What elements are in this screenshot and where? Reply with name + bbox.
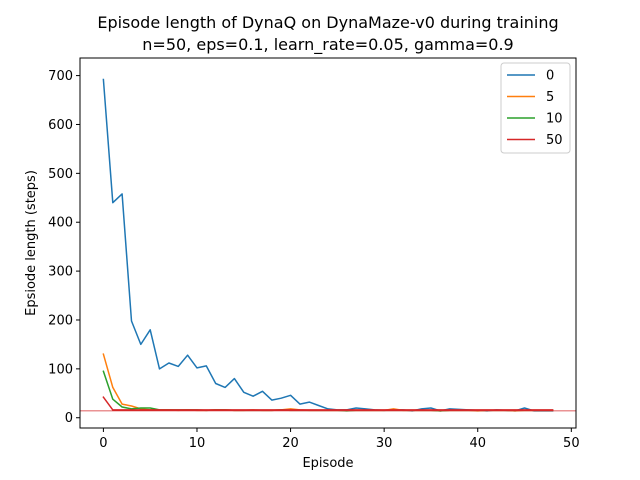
legend-label-0: 0 (546, 69, 554, 84)
y-tick-label: 400 (48, 216, 73, 231)
x-tick-label: 30 (376, 436, 393, 451)
x-tick-label: 10 (189, 436, 206, 451)
plot-frame (79, 57, 577, 429)
x-tick-label: 20 (282, 436, 299, 451)
y-tick-label: 500 (48, 167, 73, 182)
series-line-50 (102, 396, 554, 411)
legend-box (500, 62, 571, 154)
legend-label-10: 10 (546, 112, 563, 127)
legend: 0 5 10 50 (500, 62, 571, 154)
chart-title: Episode length of DynaQ on DynaMaze-v0 d… (97, 13, 558, 32)
x-tick-label: 40 (469, 436, 486, 451)
x-axis-label: Episode (302, 456, 353, 471)
chart-subtitle: n=50, eps=0.1, learn_rate=0.05, gamma=0.… (142, 35, 513, 55)
x-tick-label: 50 (563, 436, 580, 451)
y-axis-ticks: 0 100 200 300 400 500 600 700 (48, 69, 80, 426)
y-tick-label: 700 (48, 69, 73, 84)
legend-label-50: 50 (546, 133, 563, 148)
y-tick-label: 200 (48, 313, 73, 328)
x-tick-label: 0 (99, 436, 107, 451)
y-tick-label: 0 (65, 411, 73, 426)
y-tick-label: 300 (48, 265, 73, 280)
legend-label-5: 5 (546, 90, 554, 105)
x-axis-ticks: 0 10 20 30 40 50 (99, 428, 580, 451)
y-tick-label: 100 (48, 362, 73, 377)
y-axis-label: Epsiode length (steps) (24, 170, 39, 316)
y-tick-label: 600 (48, 118, 73, 133)
